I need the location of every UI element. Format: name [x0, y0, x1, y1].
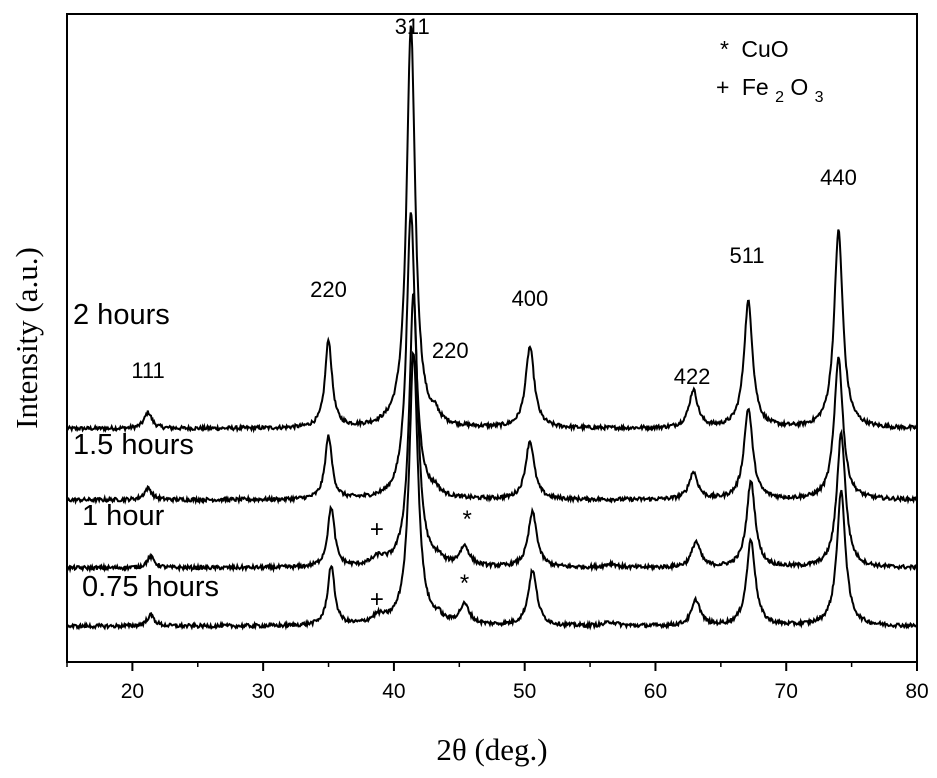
- legend-label-fe: Fe: [742, 74, 769, 100]
- fe2o3-marker: +: [370, 586, 384, 613]
- x-tick-label: 30: [251, 680, 274, 703]
- annotations-group: 2 hours 1.5 hours 1 hour 0.75 hours 111 220 31…: [73, 14, 857, 613]
- legend-item-cuo: * CuO: [720, 36, 789, 62]
- plot-frame: [66, 13, 918, 663]
- legend-label-o: O: [790, 74, 808, 100]
- peak-label: 220: [432, 338, 469, 363]
- legend-item-fe2o3: + Fe 2 O 3: [716, 74, 824, 107]
- legend-symbol-star: *: [720, 36, 729, 62]
- x-axis-label: 2θ (deg.): [436, 732, 547, 767]
- x-tick-label: 80: [905, 680, 928, 703]
- peak-label: 422: [674, 364, 711, 389]
- y-axis-label: Intensity (a.u.): [9, 247, 44, 429]
- cuo-marker: *: [462, 506, 471, 533]
- series-label: 2 hours: [73, 299, 170, 331]
- x-tick-label: 70: [775, 680, 798, 703]
- peak-label: 220: [310, 277, 347, 302]
- legend-sub-2: 2: [775, 89, 784, 106]
- legend-symbol-plus: +: [716, 74, 729, 100]
- peak-label: 400: [512, 286, 549, 311]
- peak-label: 511: [729, 243, 764, 268]
- series-line: [66, 212, 918, 506]
- series-label: 1.5 hours: [73, 429, 194, 461]
- peak-label: 111: [131, 358, 164, 383]
- legend: * CuO + Fe 2 O 3: [716, 36, 824, 107]
- legend-sub-3: 3: [815, 89, 824, 106]
- series-label: 1 hour: [82, 500, 165, 532]
- legend-label-cuo: CuO: [741, 36, 788, 62]
- series-line: [66, 350, 918, 631]
- x-tick-label: 40: [382, 680, 405, 703]
- x-tick-label: 20: [121, 680, 144, 703]
- peak-label: 311: [395, 14, 430, 39]
- x-tick-label: 60: [644, 680, 667, 703]
- peak-label: 440: [820, 165, 857, 190]
- curves-group: [66, 25, 918, 631]
- x-tick-label: 50: [513, 680, 536, 703]
- series-line: [66, 291, 918, 574]
- x-axis: 20 30 40 50 60 70 80: [66, 662, 929, 703]
- series-label: 0.75 hours: [82, 571, 219, 603]
- fe2o3-marker: +: [370, 516, 384, 543]
- cuo-marker: *: [460, 570, 469, 597]
- series-line: [66, 25, 918, 434]
